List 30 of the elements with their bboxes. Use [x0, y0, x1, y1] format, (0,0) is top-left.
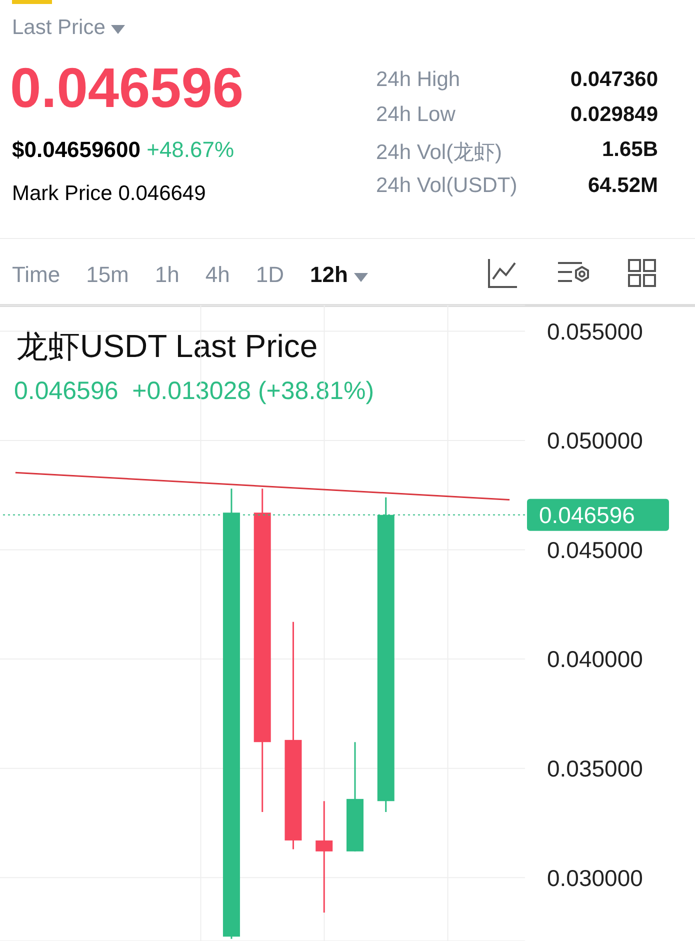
candlestick — [316, 800, 333, 914]
text: 龙虾USDT Last Price — [16, 327, 318, 366]
text: 24h Low — [376, 103, 456, 127]
y-tick-label: 0.045000 — [547, 536, 643, 563]
text: 24h Vol(龙虾) — [376, 140, 502, 166]
text: 0.047360 — [570, 68, 658, 92]
text: 12h — [310, 262, 349, 288]
text: 0.046596 — [10, 55, 244, 120]
text: $0.04659600 — [12, 137, 140, 162]
text: Last Price — [12, 16, 106, 40]
y-tick-label: 0.050000 — [547, 428, 643, 454]
text: 64.52M — [588, 174, 658, 198]
ref-line-label: 0.046596 — [539, 502, 635, 528]
text: 15m — [86, 262, 129, 288]
text: 0.046596 +0.013028 (+38.81%) — [14, 377, 374, 406]
text: 1h — [154, 262, 180, 288]
text: 0.046649 — [118, 182, 206, 205]
y-tick-label: 0.030000 — [547, 864, 643, 891]
text: Mark Price — [12, 182, 112, 205]
text: 1D — [256, 262, 284, 288]
text: 24h High — [376, 68, 460, 92]
y-tick-label: 0.035000 — [547, 756, 643, 782]
text: +48.67% — [146, 137, 234, 162]
text: 0.029849 — [570, 103, 658, 127]
text: Time — [12, 262, 60, 288]
text: 1.65B — [602, 138, 658, 163]
text: 24h Vol(USDT) — [376, 174, 518, 198]
y-tick-label: 0.055000 — [547, 318, 643, 344]
y-tick-label: 0.040000 — [547, 646, 643, 672]
text: 4h — [205, 262, 230, 288]
